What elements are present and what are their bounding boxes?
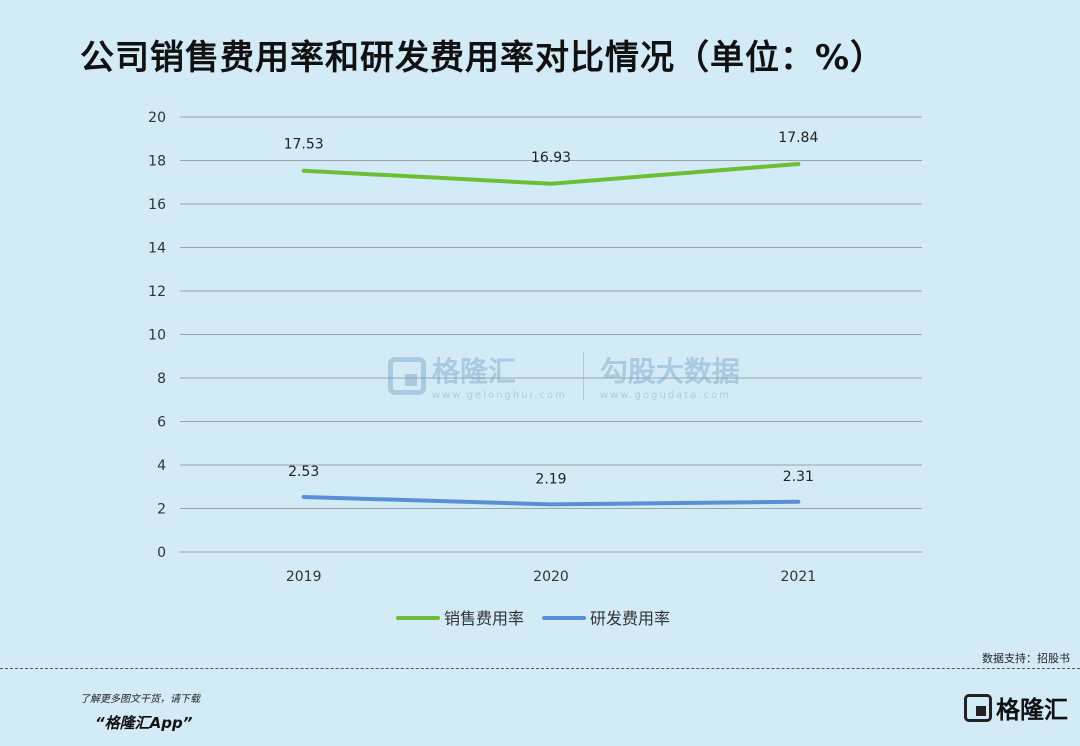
x-tick-label: 2021 xyxy=(781,569,817,585)
watermark-brand2: 勾股大数据 xyxy=(599,355,740,388)
y-tick-label: 16 xyxy=(148,197,166,213)
watermark-brand2-url: www.gogudata.com xyxy=(599,390,731,401)
data-label: 2.53 xyxy=(288,464,319,480)
footer-logo: 格隆汇 xyxy=(964,690,1068,725)
watermark-brand-url: www.gelonghui.com xyxy=(432,390,567,401)
chart-title: 公司销售费用率和研发费用率对比情况（单位：%） xyxy=(80,38,886,78)
data-label: 17.84 xyxy=(778,130,818,146)
y-tick-label: 8 xyxy=(157,371,166,387)
line-chart: 0 2 4 6 8 10 12 14 16 18 20 2019 2020 2021 17.53 16.93 1… xyxy=(148,110,922,628)
data-label: 2.31 xyxy=(783,469,814,485)
promo-line-1: 了解更多图文干货，请下载 xyxy=(80,694,200,705)
series-line-2 xyxy=(301,494,801,507)
watermark-brand: 格隆汇 xyxy=(432,355,517,388)
y-tick-label: 0 xyxy=(157,545,166,561)
y-tick-label: 12 xyxy=(148,284,166,300)
legend-label-2: 研发费用率 xyxy=(590,609,670,628)
y-tick-label: 6 xyxy=(157,415,166,431)
x-tick-label: 2020 xyxy=(533,569,569,585)
legend-label-1: 销售费用率 xyxy=(444,609,524,628)
x-tick-label: 2019 xyxy=(286,569,322,585)
y-tick-label: 18 xyxy=(148,154,166,170)
y-tick-label: 4 xyxy=(157,458,166,474)
gelonghui-logo-icon xyxy=(388,356,426,395)
watermark-separator xyxy=(582,351,584,400)
promo-app-name: “格隆汇App” xyxy=(95,714,193,732)
footer-divider xyxy=(0,668,1080,669)
data-label: 17.53 xyxy=(284,137,324,153)
y-tick-label: 14 xyxy=(148,241,166,257)
y-tick-label: 2 xyxy=(157,502,166,518)
y-tick-label: 20 xyxy=(148,110,166,126)
watermark: 格隆汇 www.gelonghui.com 勾股大数据 www.gogudata… xyxy=(388,350,740,401)
data-label: 2.19 xyxy=(535,471,566,487)
data-source: 数据支持：招股书 xyxy=(982,652,1070,665)
series-line-1 xyxy=(301,161,801,186)
logo-text: 格隆汇 xyxy=(996,696,1068,724)
gelonghui-logo-icon xyxy=(964,693,992,722)
data-label: 16.93 xyxy=(531,150,571,166)
y-tick-label: 10 xyxy=(148,328,166,344)
